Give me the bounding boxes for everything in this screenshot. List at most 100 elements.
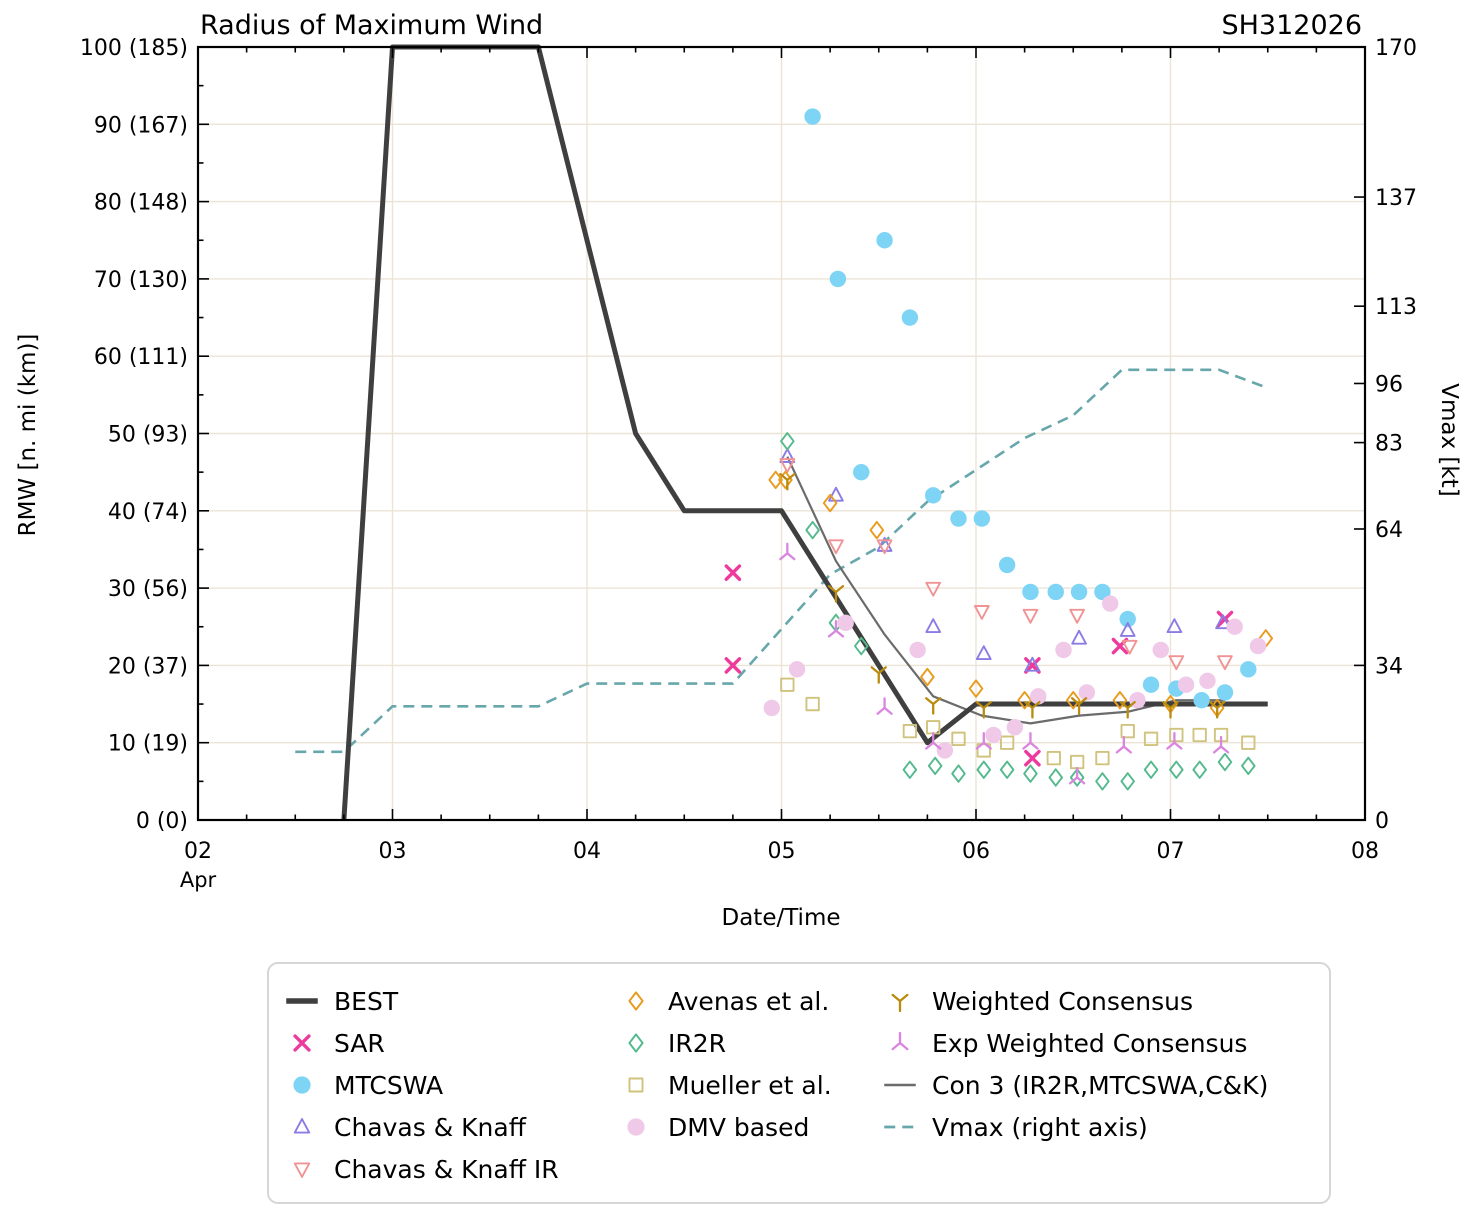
marker-circle bbox=[876, 232, 893, 249]
marker-diamond bbox=[768, 470, 783, 490]
marker-circle bbox=[293, 1076, 311, 1094]
legend-item-chavas-knaff-ir: Chavas & Knaff IR bbox=[293, 1155, 559, 1184]
marker-circle bbox=[1047, 583, 1064, 601]
marker-diamond bbox=[1192, 760, 1207, 779]
marker-diamond bbox=[1066, 691, 1081, 710]
marker-square bbox=[902, 723, 918, 739]
marker-y-up bbox=[1166, 732, 1183, 750]
marker-square bbox=[976, 743, 991, 758]
marker-y-down bbox=[779, 472, 796, 491]
marker-circle bbox=[1249, 637, 1267, 655]
marker-diamond bbox=[628, 991, 644, 1011]
series-layer bbox=[295, 44, 1274, 821]
marker-circle bbox=[1102, 595, 1119, 612]
marker-triangle-up bbox=[293, 1118, 311, 1134]
marker-y-up bbox=[891, 1031, 909, 1051]
legend-item-avenas-et-al: Avenas et al. bbox=[628, 987, 829, 1016]
y-left-tick-label: 80 (148) bbox=[94, 191, 188, 216]
y-right-tick-label: 83 bbox=[1375, 432, 1403, 457]
series-mtcswa bbox=[804, 108, 1257, 709]
y-left-tick-label: 40 (74) bbox=[108, 500, 188, 525]
marker-y-up bbox=[975, 732, 992, 750]
legend-item-best: BEST bbox=[286, 987, 399, 1016]
marker-diamond bbox=[805, 520, 820, 540]
marker-diamond bbox=[1143, 760, 1159, 779]
y-left-tick-label: 90 (167) bbox=[94, 113, 188, 138]
marker-diamond bbox=[1048, 768, 1063, 787]
chart-title: Radius of Maximum Wind bbox=[200, 10, 544, 41]
y-left-tick-label: 10 (19) bbox=[108, 732, 188, 757]
marker-circle bbox=[1070, 583, 1088, 601]
month-label: Apr bbox=[179, 868, 217, 892]
legend-label-exp-weighted-consensus: Exp Weighted Consensus bbox=[932, 1029, 1247, 1058]
legend-item-ir2r: IR2R bbox=[628, 1029, 726, 1058]
marker-triangle-up bbox=[876, 537, 893, 552]
marker-triangle-up bbox=[1071, 629, 1087, 645]
marker-circle bbox=[804, 108, 821, 125]
y-right-tick-label: 96 bbox=[1375, 372, 1403, 397]
legend-item-con-3-ir2r-mtcswa-c-k: Con 3 (IR2R,MTCSWA,C&K) bbox=[884, 1071, 1268, 1100]
marker-circle bbox=[1119, 610, 1136, 628]
y-left-tick-label: 50 (93) bbox=[108, 423, 188, 448]
x-tick-label: 05 bbox=[768, 839, 796, 864]
marker-y-down bbox=[925, 697, 942, 715]
marker-diamond bbox=[1217, 752, 1233, 772]
marker-square bbox=[805, 696, 820, 712]
marker-circle bbox=[998, 556, 1016, 574]
marker-y-up bbox=[1115, 735, 1132, 754]
marker-triangle-down bbox=[1217, 655, 1233, 671]
marker-diamond bbox=[780, 432, 795, 451]
legend-item-sar: SAR bbox=[293, 1029, 385, 1058]
marker-circle bbox=[1199, 672, 1216, 690]
legend-item-exp-weighted-consensus: Exp Weighted Consensus bbox=[891, 1029, 1247, 1058]
marker-diamond bbox=[902, 760, 918, 779]
marker-diamond bbox=[822, 493, 838, 513]
marker-y-down bbox=[1119, 700, 1136, 719]
legend-item-weighted-consensus: Weighted Consensus bbox=[891, 987, 1193, 1016]
marker-diamond bbox=[968, 679, 984, 698]
marker-circle bbox=[837, 614, 854, 632]
y-right-tick-label: 0 bbox=[1375, 809, 1389, 834]
marker-circle bbox=[1006, 719, 1024, 736]
legend-label-con-3-ir2r-mtcswa-c-k: Con 3 (IR2R,MTCSWA,C&K) bbox=[932, 1071, 1268, 1100]
marker-triangle-up bbox=[975, 645, 992, 661]
marker-circle bbox=[909, 641, 926, 659]
marker-triangle-down bbox=[1121, 639, 1138, 655]
marker-circle bbox=[1193, 691, 1210, 709]
marker-diamond bbox=[920, 667, 935, 687]
marker-triangle-up bbox=[779, 448, 796, 463]
marker-x bbox=[293, 1034, 311, 1052]
marker-diamond bbox=[853, 636, 869, 656]
marker-triangle-down bbox=[925, 581, 942, 597]
y-right-tick-label: 34 bbox=[1375, 654, 1403, 679]
marker-y-down bbox=[827, 585, 845, 603]
marker-diamond bbox=[1241, 756, 1256, 776]
marker-square bbox=[1241, 735, 1256, 750]
marker-circle bbox=[901, 309, 919, 326]
marker-y-up bbox=[1068, 766, 1086, 785]
marker-circle bbox=[973, 510, 991, 527]
y-right-tick-label: 137 bbox=[1375, 186, 1417, 211]
series-weighted-consensus bbox=[779, 472, 1226, 719]
x-tick-label: 02 bbox=[184, 839, 212, 864]
legend-label-mueller-et-al: Mueller et al. bbox=[668, 1071, 832, 1100]
marker-circle bbox=[925, 487, 942, 504]
legend-label-chavas-knaff-ir: Chavas & Knaff IR bbox=[334, 1155, 559, 1184]
marker-x bbox=[724, 657, 742, 674]
marker-diamond bbox=[628, 1033, 644, 1053]
marker-circle bbox=[1226, 618, 1243, 635]
marker-square bbox=[1095, 751, 1110, 766]
y-right-tick-label: 113 bbox=[1375, 295, 1417, 320]
y-left-tick-label: 70 (130) bbox=[94, 268, 188, 293]
marker-circle bbox=[788, 661, 806, 678]
legend-label-avenas-et-al: Avenas et al. bbox=[668, 987, 829, 1016]
x-axis-label: Date/Time bbox=[721, 905, 841, 931]
legend-label-dmv-based: DMV based bbox=[668, 1113, 809, 1142]
y-left-tick-label: 100 (185) bbox=[80, 36, 188, 61]
x-tick-label: 08 bbox=[1351, 839, 1379, 864]
axis-ticks bbox=[197, 46, 1366, 821]
legend-label-chavas-knaff: Chavas & Knaff bbox=[334, 1113, 527, 1142]
legend-label-weighted-consensus: Weighted Consensus bbox=[932, 987, 1193, 1016]
series-chavas-knaff bbox=[779, 448, 1231, 672]
